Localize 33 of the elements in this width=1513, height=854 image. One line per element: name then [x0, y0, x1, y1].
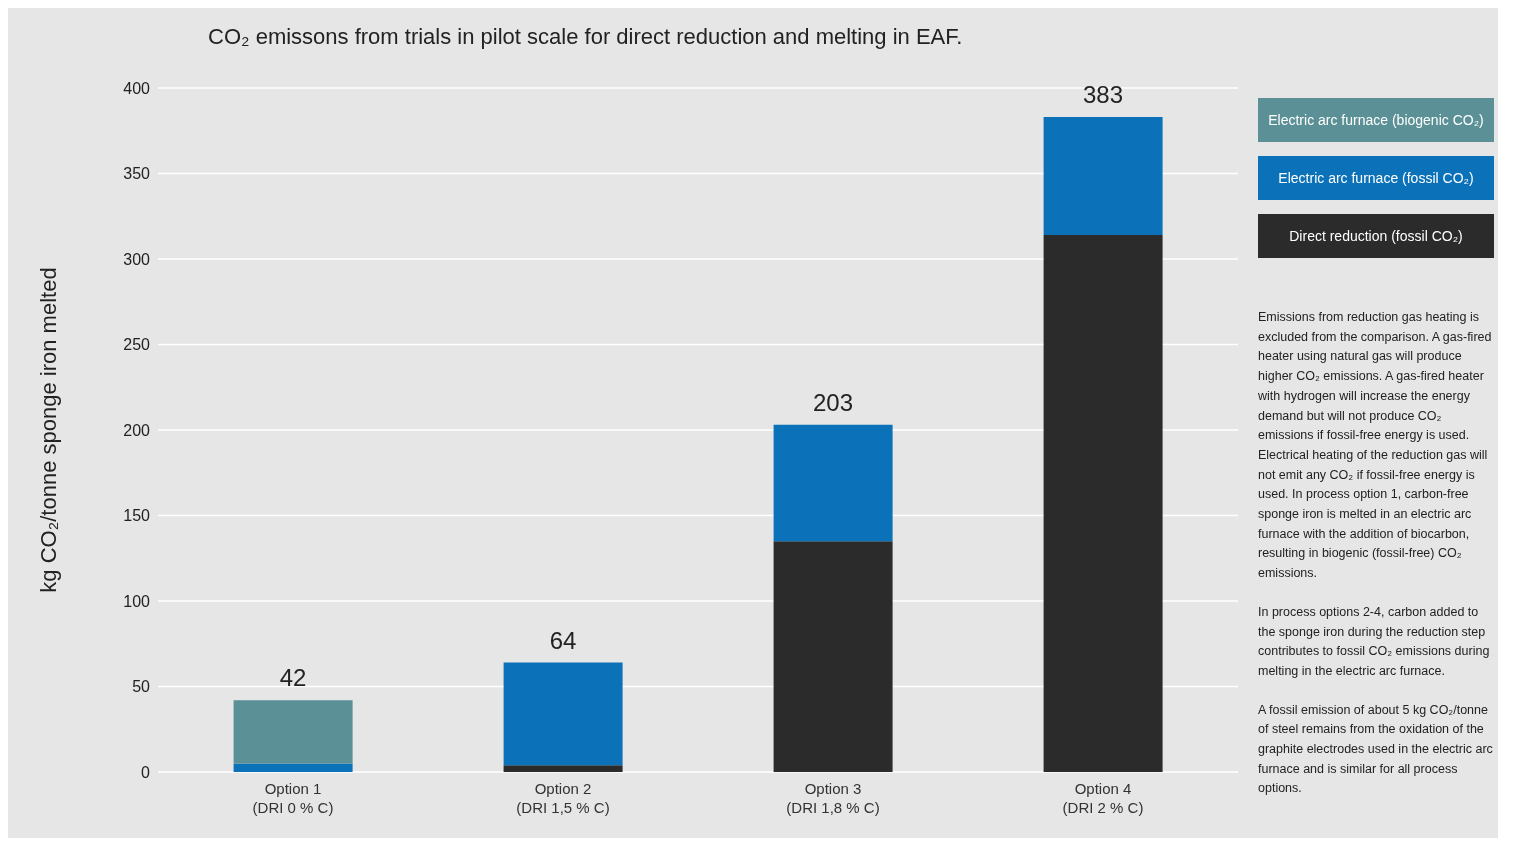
x-tick-label: Option 4 (DRI 2 % C): [1062, 780, 1144, 816]
y-tick-label: 100: [123, 592, 151, 610]
y-tick-label: 50: [132, 678, 151, 696]
bar: [233, 700, 353, 764]
y-tick-label: 350: [123, 165, 151, 183]
bar: [773, 541, 893, 772]
text: Electric arc furnace (biogenic CO₂): [1258, 98, 1494, 142]
y-tick-label: 200: [123, 421, 151, 439]
total-label: 64: [548, 626, 578, 655]
total-label: 42: [278, 664, 308, 693]
bar: [503, 662, 623, 766]
text: Emissions from reduction gas heating is excluded from the comparison. A gas-fired heater using natural gas will produce higher CO₂ emissions. A gas-fired heater with hydrogen will increase the energy demand but will not produce CO₂ emissions if fossil-free energy is used. Electrical heating of the reduction gas will not emit any CO₂ if fossil-free energy is used. In process option 1, carbon-free sponge iron is melted in an electric arc furnace with the addition of biocarbon, resulting in biogenic (fossil-free) CO₂ emissions.: [1258, 310, 1492, 581]
total-label: 203: [811, 388, 854, 417]
text: Direct reduction (fossil CO₂): [1258, 214, 1494, 258]
x-tick-label: Option 2 (DRI 1,5 % C): [516, 780, 610, 816]
x-tick-label: Option 1 (DRI 0 % C): [252, 780, 334, 816]
text: Electric arc furnace (fossil CO₂): [1258, 156, 1494, 200]
y-tick-label: 300: [123, 250, 151, 268]
y-tick-label: 400: [123, 79, 151, 97]
bar: [503, 765, 623, 772]
bar: [1043, 235, 1163, 772]
y-tick-label: 0: [141, 763, 151, 781]
text: In process options 2-4, carbon added to the sponge iron during the reduction step contributes to fossil CO₂ emissions during melting in the electric arc furnace.: [1258, 603, 1491, 680]
text: A fossil emission of about 5 kg CO₂/tonne of steel remains from the oxidation of the graphite electrodes used in the electric arc furnace and is similar for all process options.: [1258, 701, 1494, 798]
bar: [233, 763, 353, 772]
bar: [1043, 117, 1163, 236]
y-axis-title: kg CO₂/tonne sponge iron melted: [35, 267, 61, 593]
y-tick-label: 150: [123, 507, 151, 525]
y-tick-label: 250: [123, 336, 151, 354]
x-tick-label: Option 3 (DRI 1,8 % C): [786, 780, 880, 816]
bar: [773, 424, 893, 542]
total-label: 383: [1081, 81, 1124, 110]
chart-title: CO₂ emissons from trials in pilot scale for direct reduction and melting in EAF.: [208, 24, 963, 50]
